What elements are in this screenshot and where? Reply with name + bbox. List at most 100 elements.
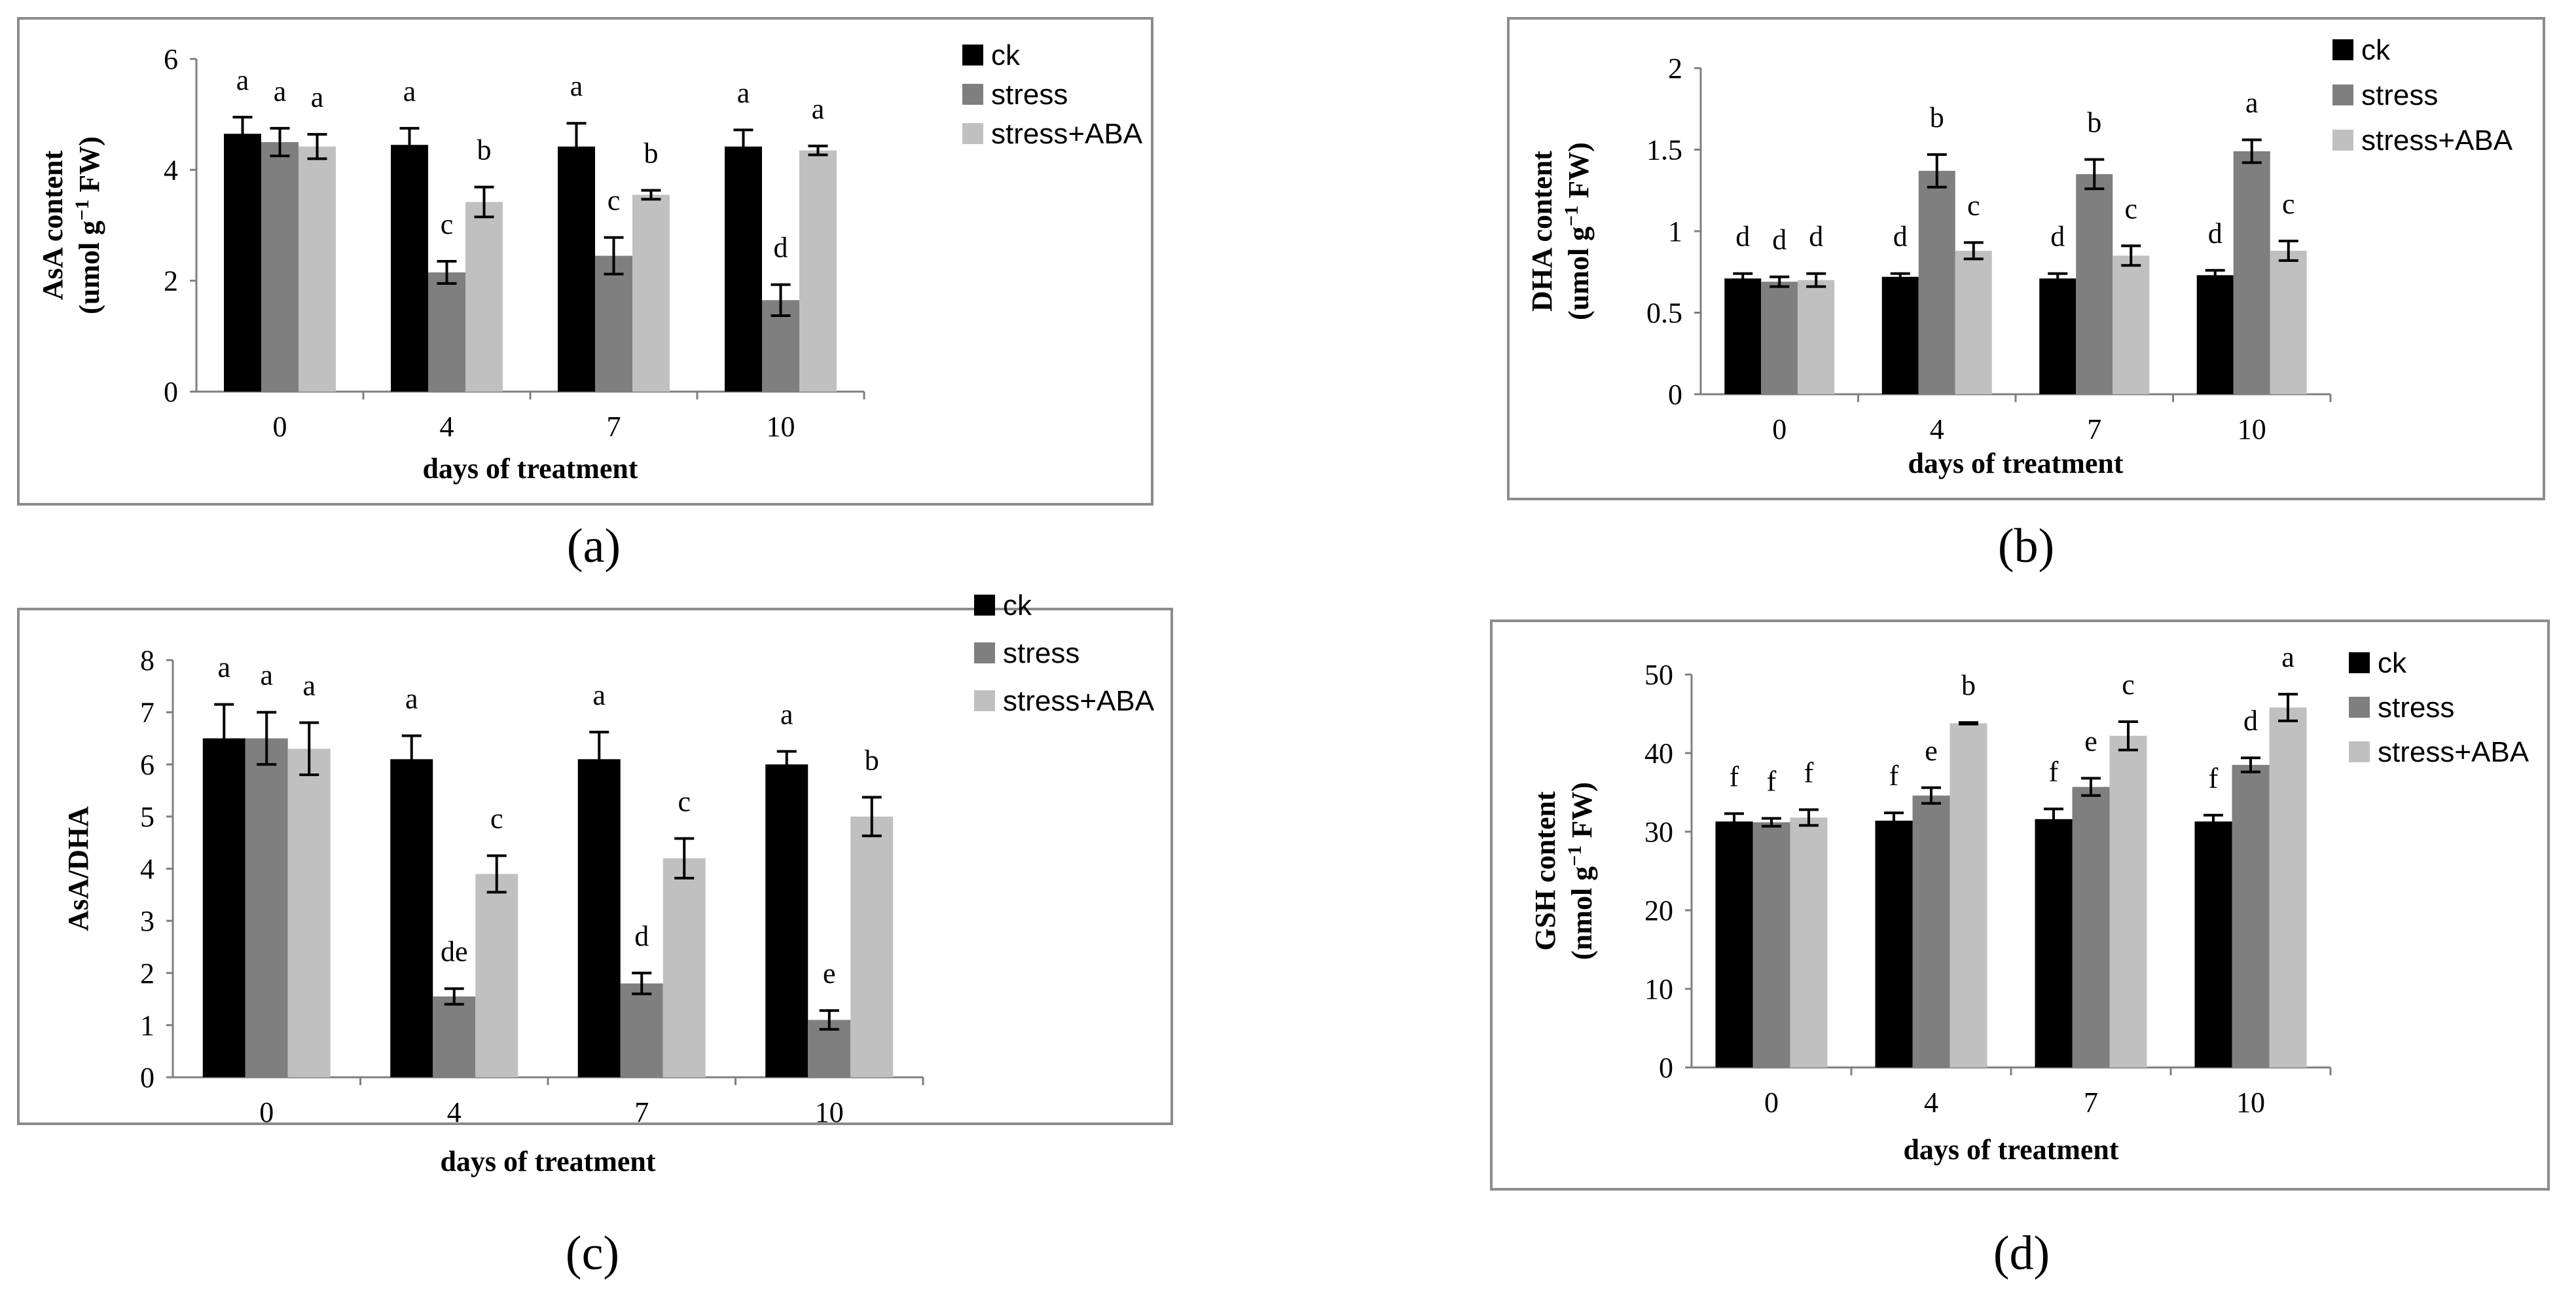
y-axis-title-unit: (umol g−1 FW) bbox=[71, 136, 105, 314]
bar-stress-aba-day-4 bbox=[475, 874, 518, 1077]
legend: ck stress stress+ABA bbox=[2332, 34, 2513, 157]
legend: ck stress stress+ABA bbox=[2349, 647, 2530, 768]
panel-label: (a) bbox=[567, 519, 621, 573]
y-tick-label: 5 bbox=[140, 801, 154, 833]
bar-stress-day-7 bbox=[2076, 174, 2113, 394]
y-axis-title: AsA/DHA bbox=[62, 806, 94, 931]
y-tick-label: 0 bbox=[1659, 1052, 1673, 1084]
y-tick-label: 0 bbox=[1668, 379, 1682, 411]
unit-part: (umol g bbox=[1563, 227, 1595, 320]
bar-ck-day-10 bbox=[2196, 275, 2234, 394]
significance-letter: d bbox=[774, 232, 788, 264]
legend-swatch-0 bbox=[974, 595, 995, 616]
chart-frame bbox=[1490, 620, 2550, 1191]
y-tick-label: 2 bbox=[164, 265, 178, 297]
bar-stress-day-4 bbox=[433, 996, 476, 1077]
bar-ck-day-0 bbox=[1715, 821, 1753, 1067]
legend-label: stress bbox=[2378, 692, 2454, 724]
unit-end: FW) bbox=[1566, 782, 1598, 845]
significance-letter: c bbox=[441, 208, 454, 240]
legend: ck stress stress+ABA bbox=[974, 589, 1155, 717]
significance-letter: d bbox=[634, 920, 649, 952]
legend-swatch-1 bbox=[974, 642, 995, 663]
bar-ck-day-7 bbox=[2035, 819, 2073, 1067]
legend-label: ck bbox=[991, 39, 1021, 71]
y-axis-title-main: DHA content bbox=[1526, 151, 1558, 312]
bar-ck-day-10 bbox=[765, 764, 808, 1077]
unit-end: FW) bbox=[1563, 142, 1595, 206]
bar-stress-day-10 bbox=[2233, 151, 2270, 395]
y-tick-label: 20 bbox=[1644, 895, 1673, 927]
bar-stress-day-0 bbox=[1761, 282, 1798, 394]
x-tick-label: 7 bbox=[2087, 413, 2101, 445]
legend-label: stress+ABA bbox=[1003, 685, 1155, 717]
bar-stress-aba-day-4 bbox=[1955, 250, 1992, 394]
bar-ck-day-10 bbox=[2194, 821, 2232, 1067]
significance-letter: d bbox=[2208, 217, 2222, 250]
significance-letter: f bbox=[1804, 756, 1814, 788]
unit-end: FW) bbox=[73, 136, 105, 200]
bar-stress-day-0 bbox=[245, 738, 288, 1077]
x-tick-label: 10 bbox=[815, 1096, 844, 1128]
y-tick-label: 8 bbox=[140, 644, 154, 676]
legend-label: stress bbox=[1003, 637, 1079, 669]
legend-label: ck bbox=[2378, 647, 2407, 679]
chart-frame bbox=[17, 17, 1153, 506]
bar-stress-aba-day-7 bbox=[2113, 255, 2150, 394]
y-tick-label: 4 bbox=[164, 154, 178, 186]
significance-letter: a bbox=[311, 81, 324, 113]
bar-stress-aba-day-0 bbox=[287, 749, 331, 1077]
significance-letter: d bbox=[1735, 221, 1750, 253]
unit-superscript: −1 bbox=[1564, 845, 1586, 866]
y-tick-label: 6 bbox=[140, 749, 154, 781]
significance-letter: b bbox=[1961, 669, 1976, 701]
significance-letter: c bbox=[608, 185, 621, 217]
legend-swatch-0 bbox=[2332, 39, 2353, 60]
bar-stress-day-4 bbox=[428, 272, 465, 392]
significance-letter: e bbox=[823, 957, 836, 990]
bar-ck-day-7 bbox=[558, 146, 595, 392]
y-tick-label: 0 bbox=[140, 1062, 154, 1094]
significance-letter: f bbox=[1889, 760, 1899, 792]
panel-label: (c) bbox=[566, 1227, 619, 1280]
x-tick-label: 10 bbox=[2236, 1086, 2265, 1119]
x-tick-label: 7 bbox=[634, 1096, 649, 1128]
y-axis-title: DHA content (umol g−1 FW) bbox=[1526, 142, 1595, 320]
bar-stress-aba-day-7 bbox=[662, 858, 706, 1077]
significance-letter: c bbox=[678, 785, 691, 817]
significance-letter: f bbox=[1730, 760, 1739, 792]
legend-label: ck bbox=[1003, 589, 1032, 621]
y-tick-label: 30 bbox=[1644, 816, 1673, 848]
legend-label: stress bbox=[991, 79, 1068, 111]
bar-stress-aba-day-10 bbox=[2270, 250, 2307, 394]
y-tick-label: 0.5 bbox=[1646, 297, 1682, 329]
panel-label: (b) bbox=[1998, 519, 2054, 573]
y-axis-title: GSH content (nmol g−1 FW) bbox=[1529, 782, 1598, 960]
bar-ck-day-10 bbox=[725, 146, 762, 392]
x-tick-label: 4 bbox=[440, 411, 454, 443]
bar-stress-day-7 bbox=[2072, 787, 2110, 1067]
significance-letter: b bbox=[644, 138, 659, 170]
significance-letter: a bbox=[2245, 87, 2259, 119]
bar-ck-day-0 bbox=[1724, 278, 1762, 394]
significance-letter: c bbox=[2282, 188, 2295, 220]
x-tick-label: 7 bbox=[2084, 1086, 2098, 1119]
significance-letter: a bbox=[274, 75, 287, 107]
x-axis-title: days of treatment bbox=[440, 1145, 655, 1177]
y-tick-label: 6 bbox=[164, 43, 178, 75]
bar-ck-day-4 bbox=[390, 759, 433, 1077]
bar-ck-day-7 bbox=[2039, 278, 2077, 394]
significance-letter: a bbox=[236, 64, 249, 96]
bar-stress-aba-day-10 bbox=[2269, 707, 2307, 1067]
unit-part: (nmol g bbox=[1566, 866, 1598, 960]
x-tick-label: 7 bbox=[607, 411, 621, 443]
y-tick-label: 1 bbox=[1668, 215, 1682, 248]
x-tick-label: 0 bbox=[1772, 413, 1787, 445]
y-axis-title-unit: (nmol g−1 FW) bbox=[1564, 782, 1598, 960]
bar-stress-day-0 bbox=[1752, 822, 1790, 1067]
unit-part: (umol g bbox=[73, 221, 105, 314]
significance-letter: d bbox=[1772, 224, 1787, 256]
chart-frame bbox=[1507, 17, 2545, 500]
